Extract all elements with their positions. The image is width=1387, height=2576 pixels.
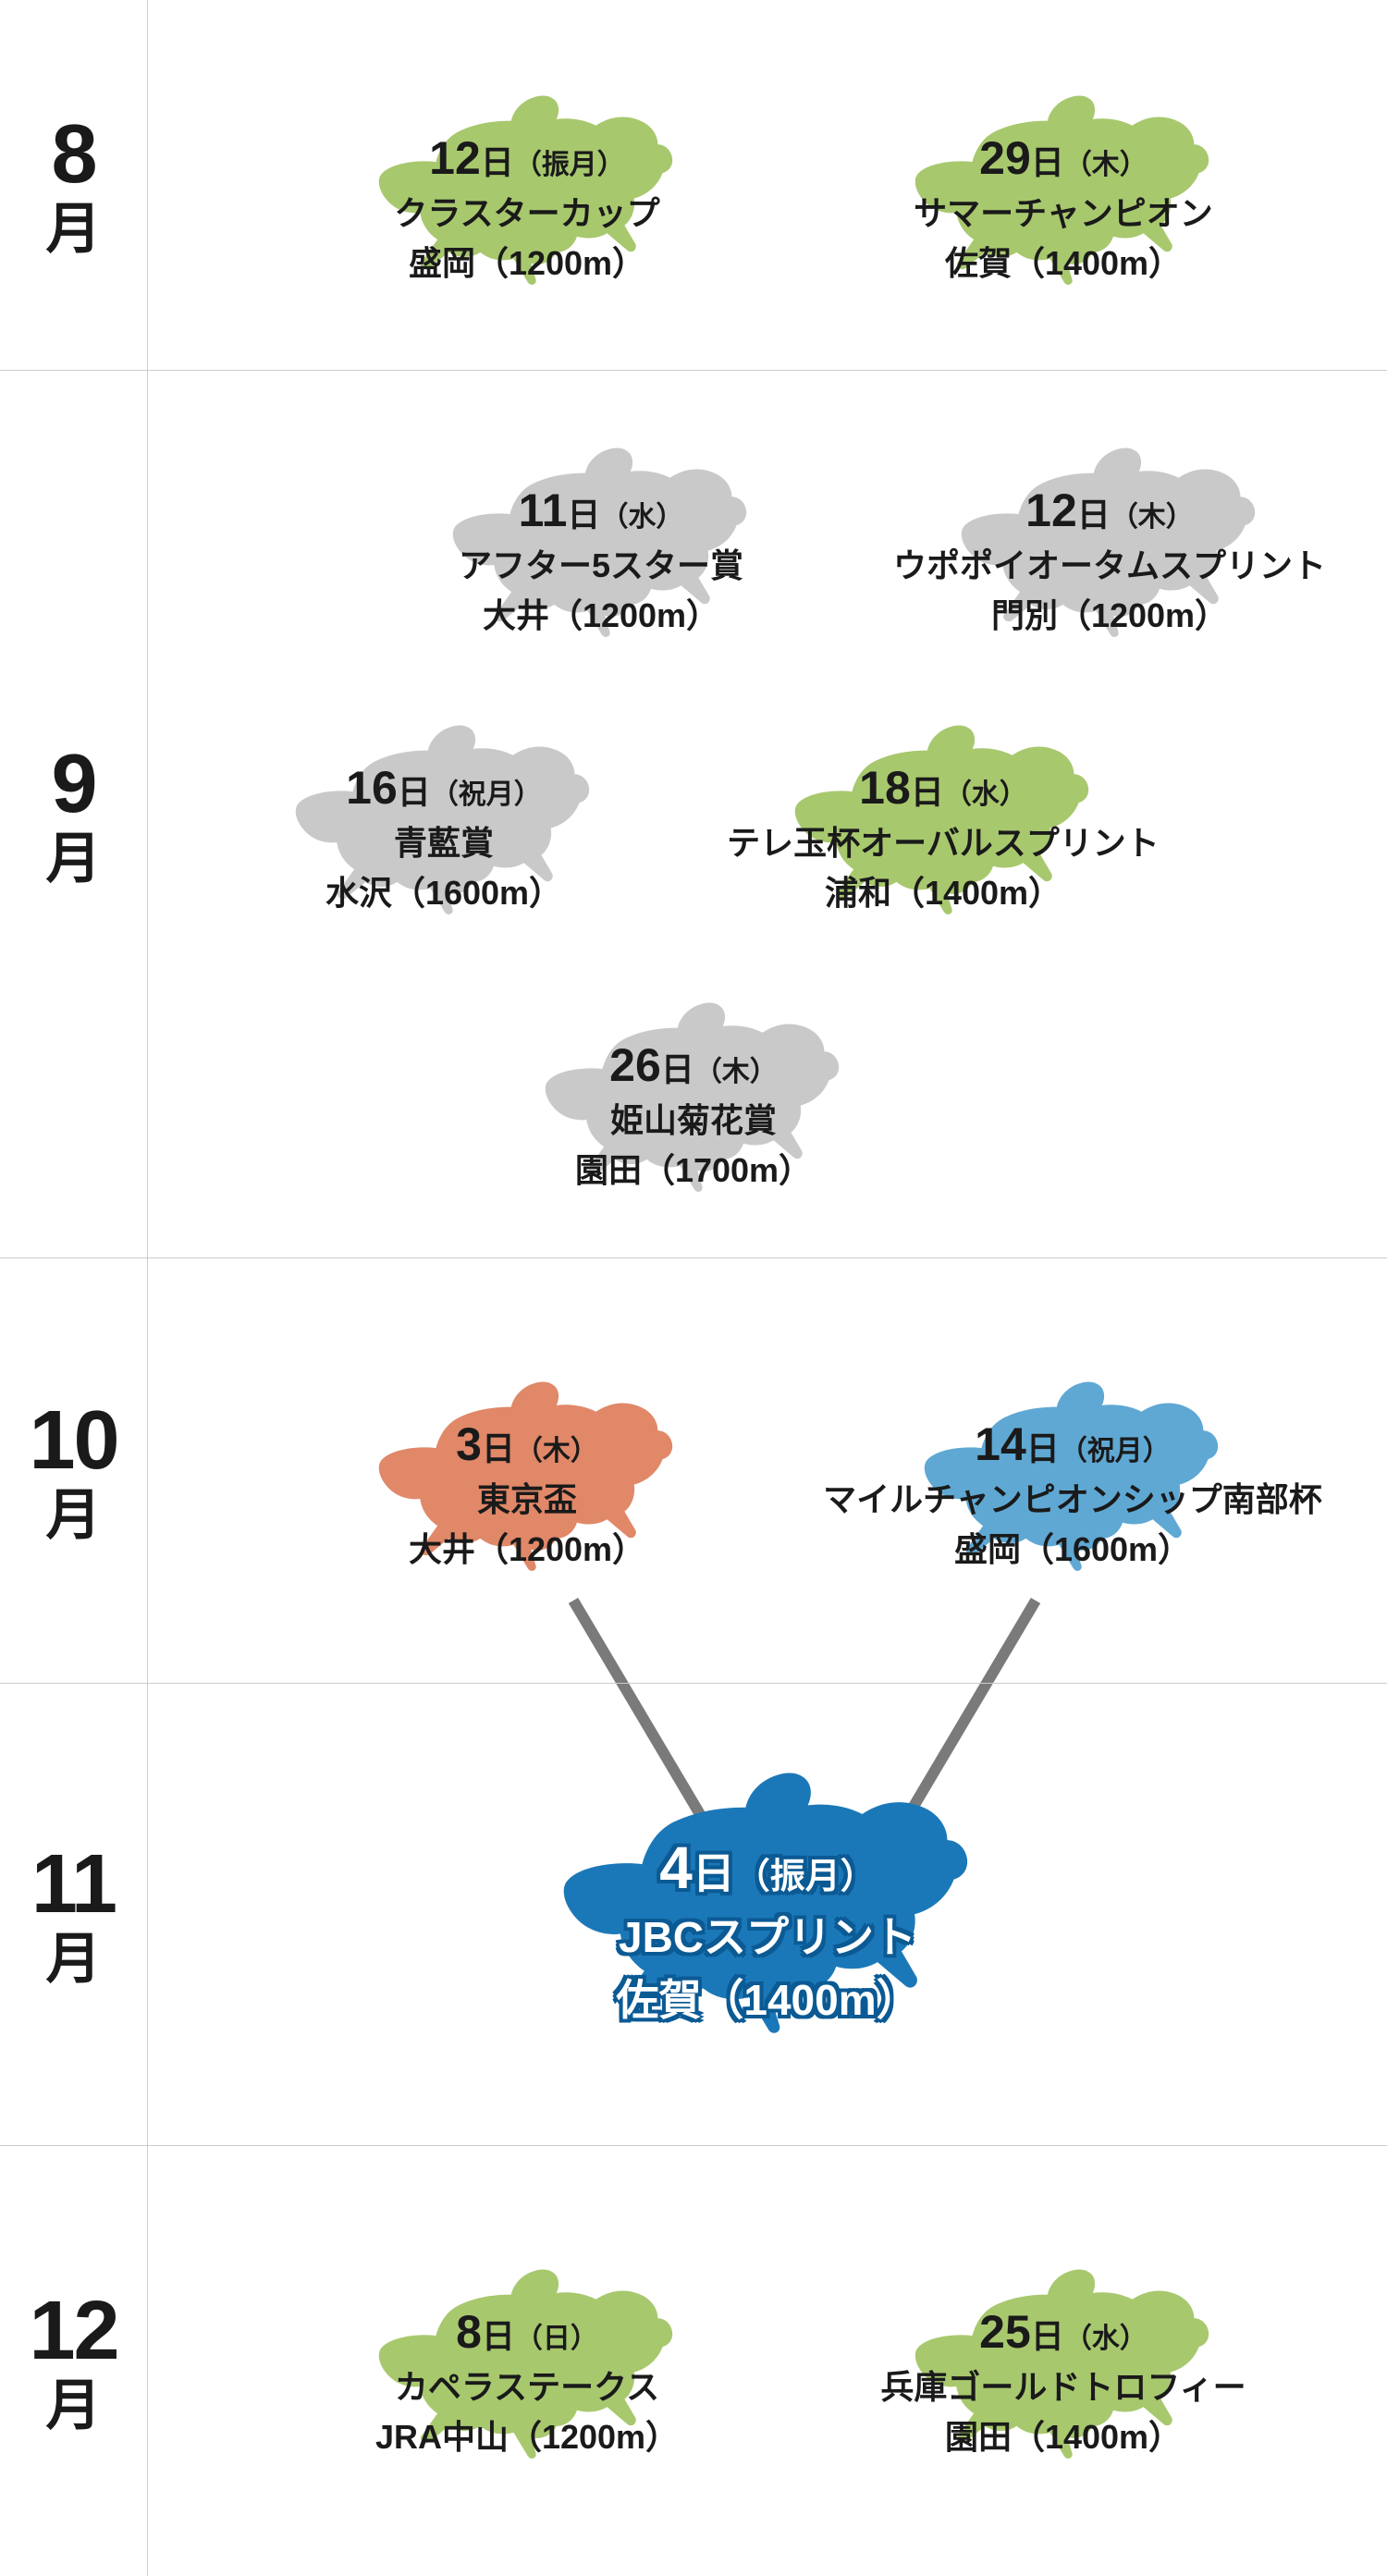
month-number: 12 [29,2289,117,2373]
race-name: JBCスプリント [509,1904,1026,1965]
race-card: 8日（日） カペラステークス JRA中山（1200m） [268,2248,786,2459]
race-place: 園田（1700m） [435,1144,952,1192]
race-date: 4日（振月） [509,1834,1026,1902]
race-place: 佐賀（1400m） [509,1967,1026,2028]
month-label: 8 月 [46,113,102,257]
race-name: クラスターカップ [268,187,786,235]
race-date: 25日（水） [804,2305,1322,2359]
race-date: 29日（木） [804,131,1322,185]
race-place: 園田（1400m） [804,2410,1322,2459]
race-date: 12日（振月） [268,131,786,185]
race-place: 浦和（1400m） [684,866,1202,914]
race-text: 8日（日） カペラステークス JRA中山（1200m） [268,2248,786,2459]
race-text: 11日（水） アフター5スター賞 大井（1200m） [342,426,860,637]
month-label: 12 月 [29,2289,117,2434]
race-name: アフター5スター賞 [342,539,860,587]
race-card: 29日（木） サマーチャンピオン 佐賀（1400m） [804,74,1322,285]
month-suffix: 月 [46,831,102,887]
race-card: 26日（木） 姫山菊花賞 園田（1700m） [435,981,952,1192]
race-card: 25日（水） 兵庫ゴールドトロフィー 園田（1400m） [804,2248,1322,2459]
races-cell: 12日（振月） クラスターカップ 盛岡（1200m） 29日（木） サマーチャン… [148,0,1387,370]
race-date: 14日（祝月） [814,1417,1332,1471]
month-suffix: 月 [31,1932,116,1987]
race-text: 12日（木） ウポポイオータムスプリント 門別（1200m） [851,426,1369,637]
month-row-10: 10 月 3日（木） 東京盃 大井（1200m） [0,1257,1387,1683]
race-name: 姫山菊花賞 [435,1094,952,1142]
race-schedule: 8 月 12日（振月） クラスターカップ 盛岡（1200m） [0,0,1387,2576]
race-place: 佐賀（1400m） [804,237,1322,285]
month-label: 9 月 [46,742,102,887]
month-label-cell: 12 月 [0,2146,148,2576]
month-number: 11 [31,1843,116,1926]
race-name: サマーチャンピオン [804,187,1322,235]
race-text: 16日（祝月） 青藍賞 水沢（1600m） [185,704,703,914]
race-card: 18日（水） テレ玉杯オーバルスプリント 浦和（1400m） [684,704,1202,914]
race-place: 水沢（1600m） [185,866,703,914]
race-card: 12日（木） ウポポイオータムスプリント 門別（1200m） [851,426,1369,637]
race-text: 3日（木） 東京盃 大井（1200m） [268,1360,786,1571]
race-card: 12日（振月） クラスターカップ 盛岡（1200m） [268,74,786,285]
race-text: 29日（木） サマーチャンピオン 佐賀（1400m） [804,74,1322,285]
race-name: ウポポイオータムスプリント [851,539,1369,587]
month-suffix: 月 [46,202,102,257]
race-date: 18日（水） [684,761,1202,815]
races-cell: 4日（振月） JBCスプリント 佐賀（1400m） [148,1684,1387,2145]
race-name: カペラステークス [268,2361,786,2409]
month-label-cell: 11 月 [0,1684,148,2145]
race-date: 11日（水） [342,484,860,537]
race-place: 門別（1200m） [851,589,1369,637]
month-number: 9 [46,742,102,826]
race-place: 大井（1200m） [268,1523,786,1571]
race-date: 12日（木） [851,484,1369,537]
race-name: 兵庫ゴールドトロフィー [804,2361,1322,2409]
race-text: 14日（祝月） マイルチャンピオンシップ南部杯 盛岡（1600m） [814,1360,1332,1571]
race-text: 18日（水） テレ玉杯オーバルスプリント 浦和（1400m） [684,704,1202,914]
race-place: 盛岡（1200m） [268,237,786,285]
race-date: 3日（木） [268,1417,786,1471]
race-text: 26日（木） 姫山菊花賞 園田（1700m） [435,981,952,1192]
race-name: マイルチャンピオンシップ南部杯 [814,1473,1332,1521]
month-label-cell: 8 月 [0,0,148,370]
race-text: 12日（振月） クラスターカップ 盛岡（1200m） [268,74,786,285]
race-card: 11日（水） アフター5スター賞 大井（1200m） [342,426,860,637]
month-row-12: 12 月 8日（日） カペラステークス JRA中山（1200m） [0,2145,1387,2576]
race-card: 14日（祝月） マイルチャンピオンシップ南部杯 盛岡（1600m） [814,1360,1332,1571]
race-card: 3日（木） 東京盃 大井（1200m） [268,1360,786,1571]
month-suffix: 月 [29,2378,117,2434]
month-number: 10 [29,1399,117,1482]
race-date: 8日（日） [268,2305,786,2359]
races-cell: 11日（水） アフター5スター賞 大井（1200m） 12日（木） ウポポイオー… [148,371,1387,1257]
races-cell: 3日（木） 東京盃 大井（1200m） 14日（祝月） マイルチャンピオンシップ… [148,1258,1387,1683]
month-label-cell: 9 月 [0,371,148,1257]
race-name: 東京盃 [268,1473,786,1521]
month-row-9: 9 月 11日（水） アフター5スター賞 大井（1200m） [0,370,1387,1257]
month-number: 8 [46,113,102,196]
race-name: 青藍賞 [185,816,703,865]
race-date: 26日（木） [435,1038,952,1092]
race-date: 16日（祝月） [185,761,703,815]
race-card: 4日（振月） JBCスプリント 佐賀（1400m） [509,1748,1026,2028]
month-row-11: 11 月 4日（振月） JBCスプリント 佐賀（1400m） [0,1683,1387,2145]
month-label-cell: 10 月 [0,1258,148,1683]
race-place: 盛岡（1600m） [814,1523,1332,1571]
race-text: 4日（振月） JBCスプリント 佐賀（1400m） [509,1748,1026,2028]
month-label: 11 月 [31,1843,116,1987]
month-label: 10 月 [29,1399,117,1543]
month-row-8: 8 月 12日（振月） クラスターカップ 盛岡（1200m） [0,0,1387,370]
race-card: 16日（祝月） 青藍賞 水沢（1600m） [185,704,703,914]
month-suffix: 月 [29,1488,117,1543]
races-cell: 8日（日） カペラステークス JRA中山（1200m） 25日（水） 兵庫ゴール… [148,2146,1387,2576]
race-place: 大井（1200m） [342,589,860,637]
race-text: 25日（水） 兵庫ゴールドトロフィー 園田（1400m） [804,2248,1322,2459]
race-place: JRA中山（1200m） [268,2410,786,2459]
race-name: テレ玉杯オーバルスプリント [684,816,1202,865]
